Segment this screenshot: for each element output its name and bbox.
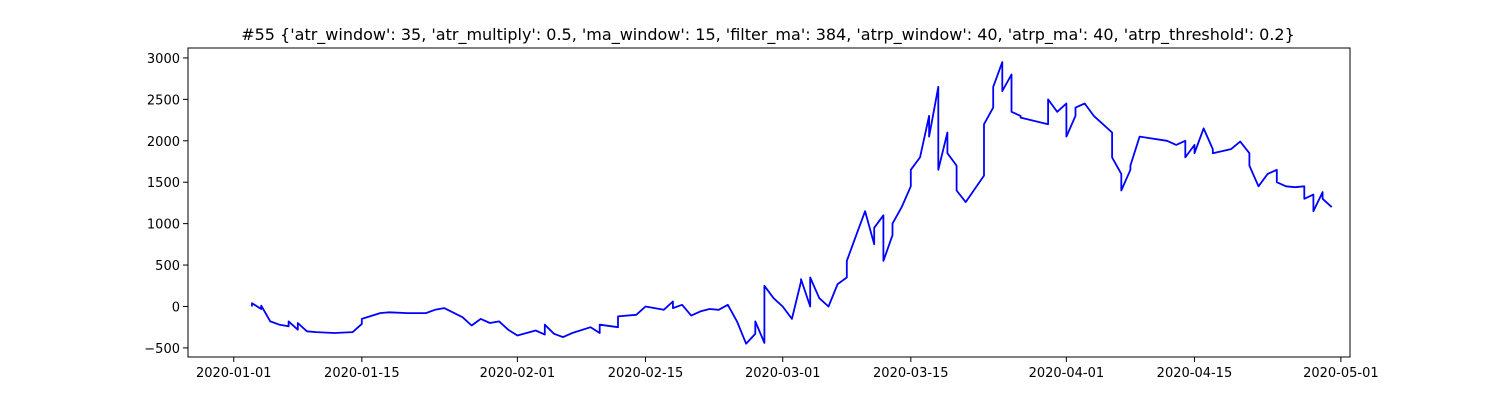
- x-tick-label: 2020-03-01: [745, 366, 821, 381]
- x-tick-label: 2020-02-15: [608, 366, 684, 381]
- x-tick-label: 2020-02-01: [480, 366, 556, 381]
- plot-area: [251, 61, 1333, 345]
- x-tick-label: 2020-04-01: [1029, 366, 1105, 381]
- y-tick-label: 3000: [147, 52, 180, 67]
- y-tick-label: 0: [172, 300, 180, 315]
- axes-frame: [187, 47, 1351, 358]
- x-tick-label: 2020-03-15: [873, 366, 949, 381]
- x-tick-label: 2020-01-15: [324, 366, 400, 381]
- x-tick-label: 2020-05-01: [1303, 366, 1379, 381]
- y-tick-label: −500: [144, 342, 180, 357]
- y-tick-label: 2000: [147, 135, 180, 150]
- chart-title: #55 {'atr_window': 35, 'atr_multiply': 0…: [241, 25, 1295, 45]
- y-tick-label: 500: [155, 259, 180, 274]
- y-tick-label: 1500: [147, 176, 180, 191]
- y-tick-label: 1000: [147, 218, 180, 233]
- axis-ticks: 2020-01-01 2020-01-15 2020-02-01 2020-02-15…: [144, 52, 1378, 381]
- x-tick-label: 2020-04-15: [1157, 366, 1233, 381]
- x-tick-label: 2020-01-01: [196, 366, 272, 381]
- y-tick-label: 2500: [147, 93, 180, 108]
- series-line: [251, 61, 1333, 345]
